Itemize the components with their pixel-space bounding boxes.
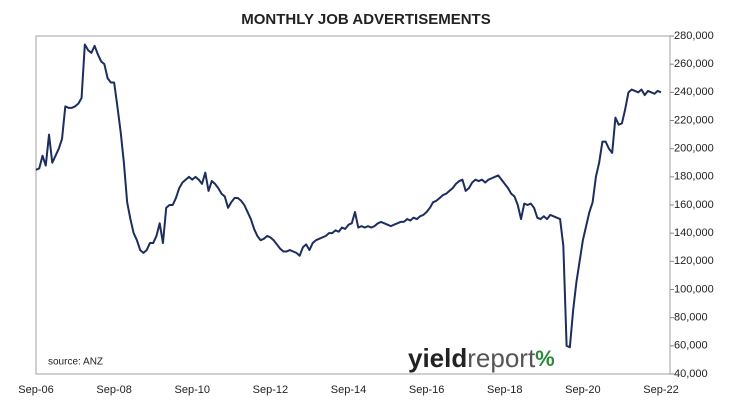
y-tick-label: 200,000 <box>674 143 714 155</box>
x-tick-label: Sep-18 <box>487 384 522 396</box>
y-tick-label: 60,000 <box>674 340 708 352</box>
logo-part: report <box>467 343 536 373</box>
x-tick-label: Sep-16 <box>409 384 444 396</box>
logo: yieldreport% <box>408 343 555 373</box>
y-tick-label: 80,000 <box>674 312 708 324</box>
x-tick-label: Sep-14 <box>331 384 366 396</box>
series-line <box>35 43 662 349</box>
y-tick-label: 180,000 <box>674 171 714 183</box>
y-tick-label: 140,000 <box>674 227 714 239</box>
y-tick-label: 120,000 <box>674 255 714 267</box>
logo-symbol: % <box>535 346 555 371</box>
x-tick-label: Sep-10 <box>175 384 210 396</box>
x-tick-label: Sep-08 <box>96 384 131 396</box>
y-tick-label: 100,000 <box>674 283 714 295</box>
y-tick-label: 220,000 <box>674 114 714 126</box>
y-tick-label: 260,000 <box>674 58 714 70</box>
x-tick-label: Sep-12 <box>253 384 288 396</box>
source-note: source: ANZ <box>48 357 103 368</box>
y-tick-label: 280,000 <box>674 30 714 42</box>
y-tick-label: 160,000 <box>674 199 714 211</box>
logo-part: yield <box>408 343 467 373</box>
y-tick-label: 240,000 <box>674 86 714 98</box>
plot-frame <box>35 35 671 375</box>
x-tick-label: Sep-06 <box>18 384 53 396</box>
x-tick-label: Sep-22 <box>643 384 678 396</box>
y-tick-label: 40,000 <box>674 368 708 380</box>
x-tick-label: Sep-20 <box>565 384 600 396</box>
chart-title: MONTHLY JOB ADVERTISEMENTS <box>241 11 490 28</box>
